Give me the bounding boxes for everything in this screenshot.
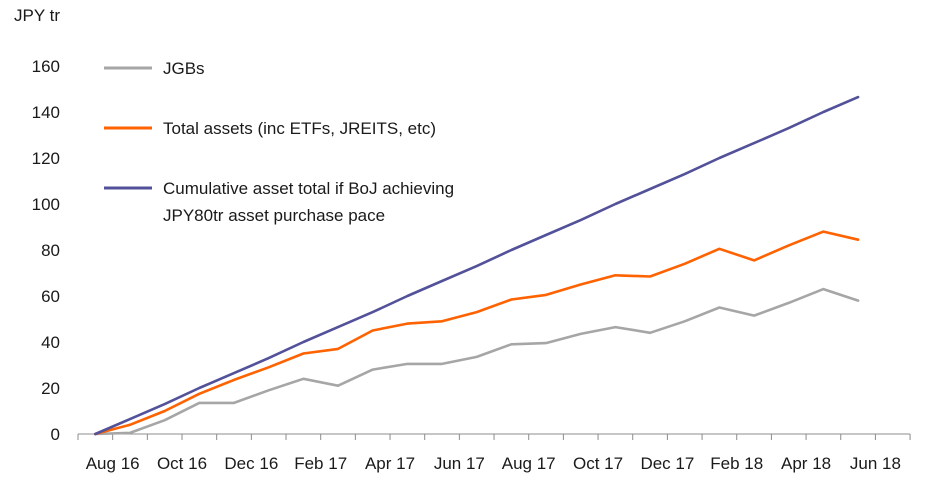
y-tick-label: 80 <box>41 241 60 260</box>
x-tick-label: Jun 18 <box>850 454 901 473</box>
y-axis-unit-label: JPY tr <box>14 6 60 25</box>
x-tick-label: Aug 16 <box>86 454 140 473</box>
legend-label: Cumulative asset total if BoJ achieving <box>163 179 454 198</box>
x-axis: Aug 16 Oct 16 Dec 16 Feb 17 Apr 17 Jun 17 Aug … <box>77 433 911 473</box>
legend-label: Total assets (inc ETFs, JREITS, etc) <box>163 119 436 138</box>
x-tick-label: Apr 18 <box>781 454 831 473</box>
x-tick-label: Jun 17 <box>434 454 485 473</box>
x-tick-label: Feb 17 <box>294 454 347 473</box>
series-line <box>94 95 860 436</box>
plot-area <box>94 95 860 436</box>
y-tick-label: 160 <box>32 57 60 76</box>
x-tick-label: Feb 18 <box>710 454 763 473</box>
y-tick-label: 120 <box>32 149 60 168</box>
y-tick-label: 140 <box>32 103 60 122</box>
x-tick-label: Dec 16 <box>224 454 278 473</box>
legend: JGBs Total assets (inc ETFs, JREITS, etc)… <box>104 59 454 225</box>
series-line <box>94 287 860 436</box>
legend-label: JPY80tr asset purchase pace <box>163 206 385 225</box>
x-tick-label: Apr 17 <box>365 454 415 473</box>
x-tick-label: Dec 17 <box>640 454 694 473</box>
y-tick-label: 40 <box>41 333 60 352</box>
x-tick-label: Aug 17 <box>502 454 556 473</box>
y-tick-label: 0 <box>51 425 60 444</box>
legend-label: JGBs <box>163 59 205 78</box>
y-tick-label: 20 <box>41 379 60 398</box>
x-tick-label: Oct 17 <box>573 454 623 473</box>
y-tick-label: 100 <box>32 195 60 214</box>
x-tick-label: Oct 16 <box>157 454 207 473</box>
series-line <box>94 230 860 436</box>
y-axis: 0 20 40 60 80 100 120 140 160 <box>32 57 60 444</box>
y-tick-label: 60 <box>41 287 60 306</box>
